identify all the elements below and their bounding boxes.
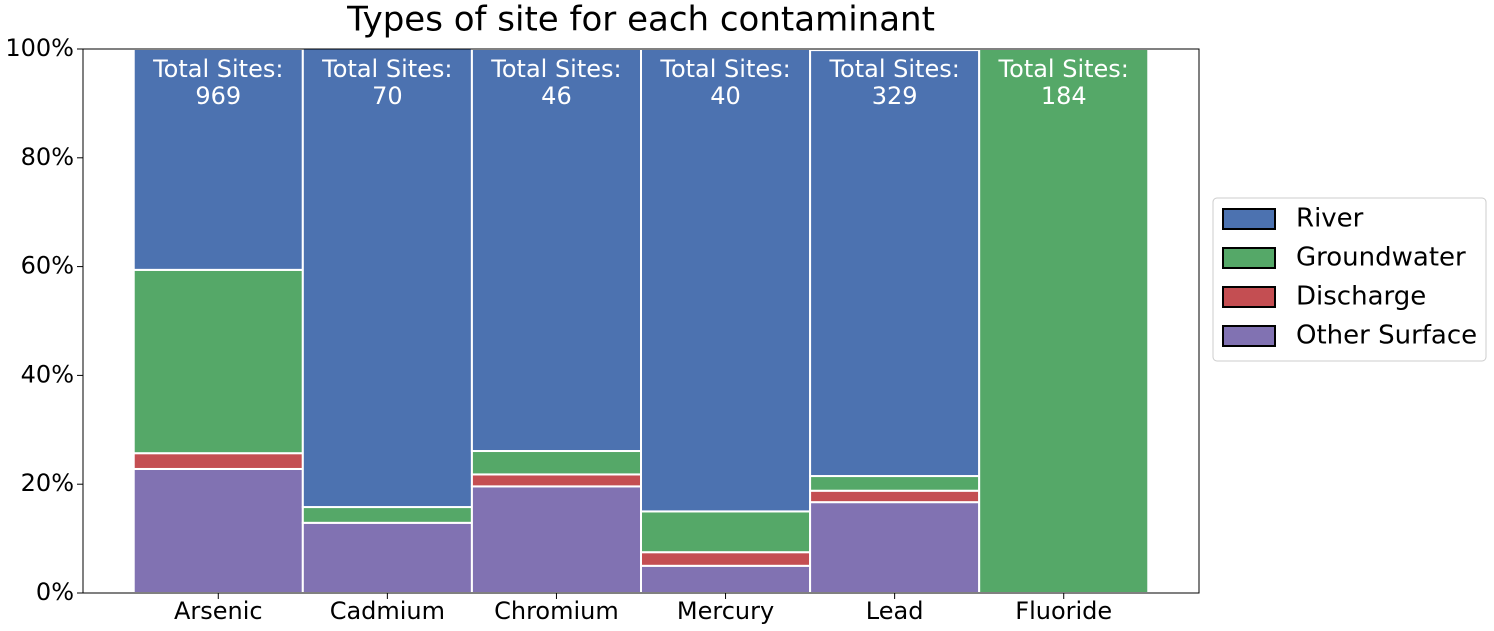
x-tick-label: Arsenic — [174, 597, 263, 625]
x-tick-label: Lead — [866, 597, 924, 625]
x-tick-label: Mercury — [677, 597, 774, 625]
bar-segment — [132, 467, 304, 594]
bar-segment — [809, 49, 981, 478]
annotation-label: Total Sites: — [321, 55, 452, 83]
annotation-label: Total Sites: — [152, 55, 283, 83]
y-tick-label: 60% — [21, 252, 74, 280]
bar-segment — [470, 450, 642, 476]
bar-segment — [301, 47, 473, 509]
annotation-value: 969 — [195, 82, 241, 110]
bar-segment — [640, 48, 812, 513]
legend-label: Groundwater — [1296, 243, 1466, 273]
y-tick-label: 80% — [21, 143, 74, 171]
annotation-value: 40 — [710, 82, 741, 110]
legend-label: Other Surface — [1296, 321, 1477, 351]
bar-segment — [809, 489, 981, 504]
y-tick-label: 20% — [21, 469, 74, 497]
plot-frame — [82, 48, 1200, 594]
annotation-value: 329 — [872, 82, 918, 110]
y-tick-label: 0% — [36, 578, 74, 606]
y-tick-label: 100% — [5, 34, 74, 62]
legend-swatch — [1222, 325, 1276, 347]
legend-swatch — [1222, 208, 1276, 230]
annotation-label: Total Sites: — [490, 55, 621, 83]
annotation-label: Total Sites: — [828, 55, 959, 83]
x-tick-label: Fluoride — [1015, 597, 1112, 625]
annotation-value: 46 — [541, 82, 572, 110]
x-tick-label: Cadmium — [330, 597, 445, 625]
legend-frame — [1212, 197, 1487, 362]
chart-title: Types of site for each contaminant — [346, 0, 935, 40]
x-tick-label: Chromium — [494, 597, 619, 625]
annotation-value: 184 — [1041, 82, 1087, 110]
bar-segment — [132, 268, 304, 455]
legend-label: River — [1296, 204, 1364, 234]
bar-segment — [301, 506, 473, 524]
legend-label: Discharge — [1296, 282, 1426, 312]
y-tick-label: 40% — [21, 360, 74, 388]
annotation-label: Total Sites: — [659, 55, 790, 83]
annotation-value: 70 — [372, 82, 403, 110]
bar-segment — [809, 475, 981, 492]
legend-swatch — [1222, 286, 1276, 308]
bar-segment — [640, 551, 812, 567]
bar-segment — [978, 48, 1150, 594]
bar-segment — [301, 521, 473, 594]
bar-segment — [132, 48, 304, 271]
bar-segment — [640, 564, 812, 594]
bar-segment — [470, 473, 642, 488]
bar-segment — [132, 452, 304, 470]
legend: River Groundwater Discharge Other Surface — [1212, 197, 1487, 362]
legend-swatch — [1222, 247, 1276, 269]
bar-segment — [470, 485, 642, 595]
annotation-label: Total Sites: — [998, 55, 1129, 83]
bar-segment — [640, 510, 812, 554]
bar-segment — [809, 501, 981, 595]
